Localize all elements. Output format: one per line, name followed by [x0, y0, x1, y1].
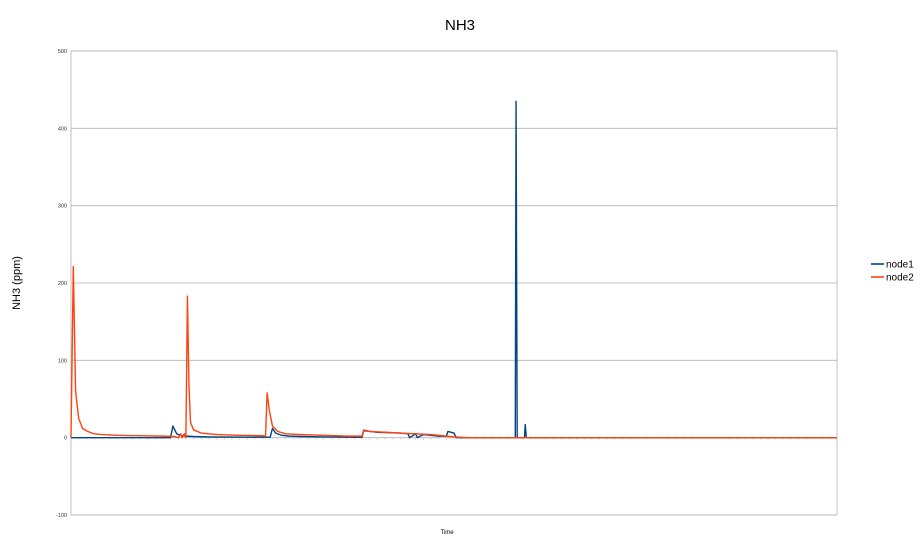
plot-area — [70, 50, 838, 516]
y-tick-label: -100 — [56, 513, 67, 519]
y-tick-label: 200 — [58, 281, 67, 287]
series-layer — [70, 100, 837, 439]
y-tick-label: 0 — [64, 436, 67, 442]
legend-label-node2: node2 — [886, 273, 914, 284]
y-tick-label: 100 — [58, 358, 67, 364]
series-line-node2 — [70, 266, 837, 439]
legend-label-node1: node1 — [886, 260, 914, 271]
gridlines — [71, 50, 837, 516]
y-axis-ticks: -100 0 100 200 300 400 500 — [56, 49, 67, 519]
y-tick-label: 500 — [58, 49, 67, 55]
y-axis-label: NH3 (ppm) — [11, 256, 23, 310]
y-tick-label: 400 — [58, 126, 67, 132]
x-axis-label: Time — [440, 530, 454, 536]
legend: node1 node2 — [871, 260, 914, 284]
chart-title: NH3 — [445, 17, 475, 34]
y-tick-label: 300 — [58, 204, 67, 210]
